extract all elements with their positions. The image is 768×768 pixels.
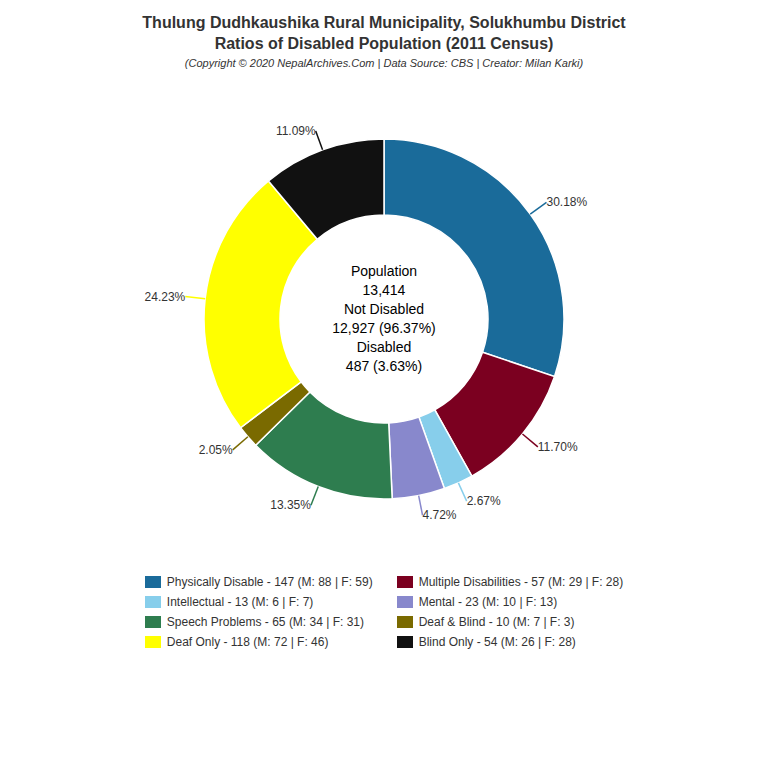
html-text:Thulung Dudhkaushika Rural Mun: Thulung Dudhkaushika Rural Municipality,… bbox=[142, 14, 626, 31]
html-text:Population: Population bbox=[350, 263, 418, 279]
svg-text:4.72%: 4.72% bbox=[423, 508, 457, 522]
svg-text:30.18%: 30.18% bbox=[546, 195, 587, 209]
html-text:Disabled: Disabled bbox=[356, 339, 412, 355]
html-text:12,927 (96.37%): 12,927 (96.37%) bbox=[332, 320, 436, 336]
html-text:Deaf & Blind - 10 (M: 7 | F: 3: Deaf & Blind - 10 (M: 7 | F: 3) bbox=[418, 615, 575, 629]
html-text:(Copyright © 2020 NepalArchive: (Copyright © 2020 NepalArchives.Com | Da… bbox=[184, 57, 584, 69]
html-text:Physically Disable - 147 (M: 8: Physically Disable - 147 (M: 88 | F: 59) bbox=[166, 575, 373, 589]
svg-text:24.23%: 24.23% bbox=[145, 290, 186, 304]
html-text:Deaf Only - 118 (M: 72 | F: 46: Deaf Only - 118 (M: 72 | F: 46) bbox=[166, 635, 329, 649]
html-text:13,414: 13,414 bbox=[362, 282, 406, 298]
html-text:Mental - 23 (M: 10 | F: 13): Mental - 23 (M: 10 | F: 13) bbox=[418, 595, 558, 609]
svg-text:11.09%: 11.09% bbox=[276, 124, 316, 138]
svg-text:13.35%: 13.35% bbox=[270, 498, 311, 512]
html-text:Ratios of Disabled Population: Ratios of Disabled Population (2011 Cens… bbox=[214, 35, 554, 52]
html-text:Blind Only - 54 (M: 26 | F: 28: Blind Only - 54 (M: 26 | F: 28) bbox=[418, 635, 576, 649]
svg-text:2.05%: 2.05% bbox=[199, 443, 233, 457]
html-text:Intellectual - 13 (M: 6 | F: 7: Intellectual - 13 (M: 6 | F: 7) bbox=[166, 595, 314, 609]
html-text:487 (3.63%): 487 (3.63%) bbox=[345, 358, 423, 374]
html-text:Not Disabled: Not Disabled bbox=[343, 301, 425, 317]
svg-text:11.70%: 11.70% bbox=[538, 440, 578, 454]
svg-text:2.67%: 2.67% bbox=[467, 494, 501, 508]
html-text:Speech Problems - 65 (M: 34 |: Speech Problems - 65 (M: 34 | F: 31) bbox=[166, 615, 364, 629]
html-text:Multiple Disabilities - 57 (M:: Multiple Disabilities - 57 (M: 29 | F: 2… bbox=[418, 575, 624, 589]
